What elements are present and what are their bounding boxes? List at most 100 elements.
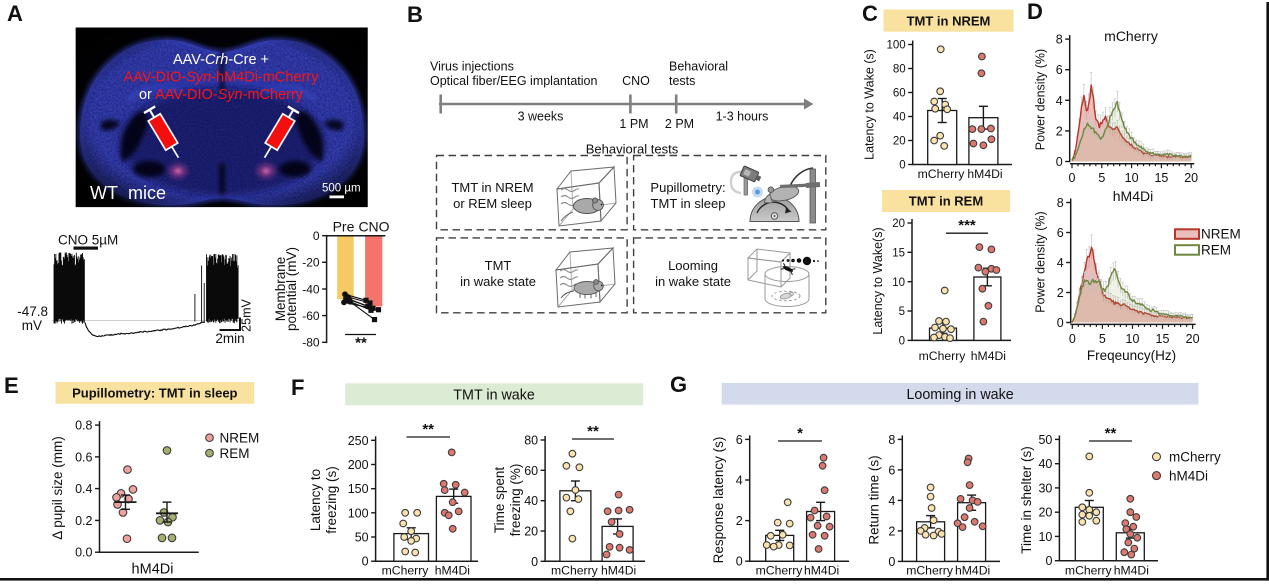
svg-text:25mV: 25mV xyxy=(240,299,254,332)
svg-text:Latency to Wake(s): Latency to Wake(s) xyxy=(871,227,885,334)
svg-text:B: B xyxy=(407,2,423,27)
svg-text:hM4Di: hM4Di xyxy=(1169,469,1208,484)
svg-text:4: 4 xyxy=(1056,94,1063,108)
svg-text:A: A xyxy=(7,1,23,26)
svg-text:hM4Di: hM4Di xyxy=(971,349,1006,363)
svg-text:Time spent: Time spent xyxy=(492,467,507,534)
svg-text:mCherry: mCherry xyxy=(551,564,599,578)
svg-text:1 PM: 1 PM xyxy=(619,117,648,131)
svg-text:E: E xyxy=(4,373,19,398)
svg-text:hM4Di: hM4Di xyxy=(601,564,636,578)
svg-text:10: 10 xyxy=(1125,171,1139,185)
svg-text:Power density (%): Power density (%) xyxy=(1034,49,1048,150)
svg-text:15: 15 xyxy=(892,248,905,260)
svg-text:Behavioral: Behavioral xyxy=(669,60,728,74)
svg-text:40: 40 xyxy=(524,494,538,508)
svg-text:50: 50 xyxy=(355,531,369,545)
svg-text:TMT in wake: TMT in wake xyxy=(453,387,535,403)
svg-text:0.8: 0.8 xyxy=(75,419,92,433)
svg-text:hM4Di: hM4Di xyxy=(804,564,839,578)
svg-text:0: 0 xyxy=(362,555,369,569)
svg-text:hM4Di: hM4Di xyxy=(435,564,470,578)
svg-text:2: 2 xyxy=(888,524,895,538)
svg-text:2 PM: 2 PM xyxy=(665,117,694,131)
svg-text:Optical fiber/EEG implantation: Optical fiber/EEG implantation xyxy=(430,74,597,88)
svg-text:0: 0 xyxy=(1069,171,1076,185)
svg-text:mCherry: mCherry xyxy=(756,564,804,578)
svg-text:5: 5 xyxy=(1098,171,1105,185)
svg-text:Virus injections: Virus injections xyxy=(430,60,514,74)
svg-text:6: 6 xyxy=(1056,63,1063,77)
svg-text:5: 5 xyxy=(1099,332,1106,346)
svg-text:4: 4 xyxy=(1057,256,1064,270)
svg-text:Pupillometry: TMT in sleep: Pupillometry: TMT in sleep xyxy=(72,386,237,401)
svg-text:2: 2 xyxy=(1057,286,1064,300)
svg-text:80: 80 xyxy=(524,434,538,448)
svg-text:5: 5 xyxy=(899,306,905,318)
svg-text:4: 4 xyxy=(888,494,895,508)
svg-text:500 µm: 500 µm xyxy=(322,183,361,195)
svg-text:20: 20 xyxy=(1186,332,1200,346)
svg-text:150: 150 xyxy=(348,482,369,496)
svg-text:Δ pupil size (mm): Δ pupil size (mm) xyxy=(50,436,65,540)
svg-text:0: 0 xyxy=(899,160,905,172)
svg-text:Pupillometry:: Pupillometry: xyxy=(650,180,725,195)
svg-text:*: * xyxy=(797,425,803,442)
svg-text:Response latency (s): Response latency (s) xyxy=(711,437,726,564)
svg-text:30: 30 xyxy=(1038,481,1052,495)
svg-text:REM: REM xyxy=(1201,243,1231,258)
svg-text:15: 15 xyxy=(1156,332,1170,346)
svg-text:-80: -80 xyxy=(302,336,320,350)
svg-text:-47.8: -47.8 xyxy=(17,304,48,319)
svg-text:Membrane: Membrane xyxy=(273,257,288,322)
svg-text:10: 10 xyxy=(892,277,905,289)
svg-text:in wake state: in wake state xyxy=(460,274,536,289)
svg-text:TMT in REM: TMT in REM xyxy=(909,194,983,209)
svg-text:**: ** xyxy=(422,421,434,438)
svg-text:NREM: NREM xyxy=(1201,227,1241,242)
svg-text:AAV-DIO-Syn-hM4Di-mCherry: AAV-DIO-Syn-hM4Di-mCherry xyxy=(124,70,319,86)
svg-text:CNO: CNO xyxy=(622,74,650,88)
svg-text:hM4Di: hM4Di xyxy=(132,562,174,578)
svg-text:0: 0 xyxy=(1056,155,1063,169)
svg-text:-20: -20 xyxy=(302,256,320,270)
svg-text:Behavioral tests: Behavioral tests xyxy=(586,142,679,157)
svg-text:**: ** xyxy=(355,335,367,352)
svg-text:NREM: NREM xyxy=(220,431,260,446)
svg-text:0.6: 0.6 xyxy=(75,450,92,464)
svg-text:TMT: TMT xyxy=(485,258,512,273)
svg-text:REM: REM xyxy=(220,446,250,461)
svg-text:8: 8 xyxy=(1057,196,1064,210)
svg-text:AAV-Crh-Cre +: AAV-Crh-Cre + xyxy=(173,52,269,68)
svg-text:mCherry: mCherry xyxy=(1104,28,1158,44)
svg-text:Looming: Looming xyxy=(668,258,718,273)
svg-text:or REM sleep: or REM sleep xyxy=(453,196,532,211)
svg-text:6: 6 xyxy=(888,463,895,477)
svg-text:Latency to Wake (s): Latency to Wake (s) xyxy=(863,49,877,160)
svg-text:TMT in NREM: TMT in NREM xyxy=(451,180,533,195)
svg-text:freezing (%): freezing (%) xyxy=(508,464,523,537)
svg-text:0: 0 xyxy=(1045,554,1052,568)
svg-text:15: 15 xyxy=(1154,171,1168,185)
svg-text:60: 60 xyxy=(893,88,906,100)
svg-text:0: 0 xyxy=(899,336,905,348)
svg-text:60: 60 xyxy=(524,464,538,478)
svg-text:Time in shelter (s): Time in shelter (s) xyxy=(1019,446,1034,554)
svg-text:1-3 hours: 1-3 hours xyxy=(716,110,769,124)
svg-text:mCherry: mCherry xyxy=(906,564,954,578)
svg-text:-60: -60 xyxy=(302,309,320,323)
svg-text:Freqeuncy(Hz): Freqeuncy(Hz) xyxy=(1087,348,1176,363)
svg-text:tests: tests xyxy=(669,74,695,88)
svg-text:WT mice: WT mice xyxy=(90,183,166,203)
svg-text:4: 4 xyxy=(736,474,743,488)
svg-text:40: 40 xyxy=(893,112,906,124)
svg-text:Latency to: Latency to xyxy=(308,469,323,531)
svg-text:0: 0 xyxy=(888,555,895,569)
svg-text:in wake state: in wake state xyxy=(655,274,731,289)
svg-text:mCherry: mCherry xyxy=(1169,450,1221,465)
svg-text:freezing (s): freezing (s) xyxy=(324,466,339,534)
svg-text:hM4Di: hM4Di xyxy=(955,564,990,578)
svg-text:8: 8 xyxy=(1056,33,1063,47)
svg-text:mCherry: mCherry xyxy=(918,167,966,181)
svg-text:potential (mV): potential (mV) xyxy=(284,247,299,331)
